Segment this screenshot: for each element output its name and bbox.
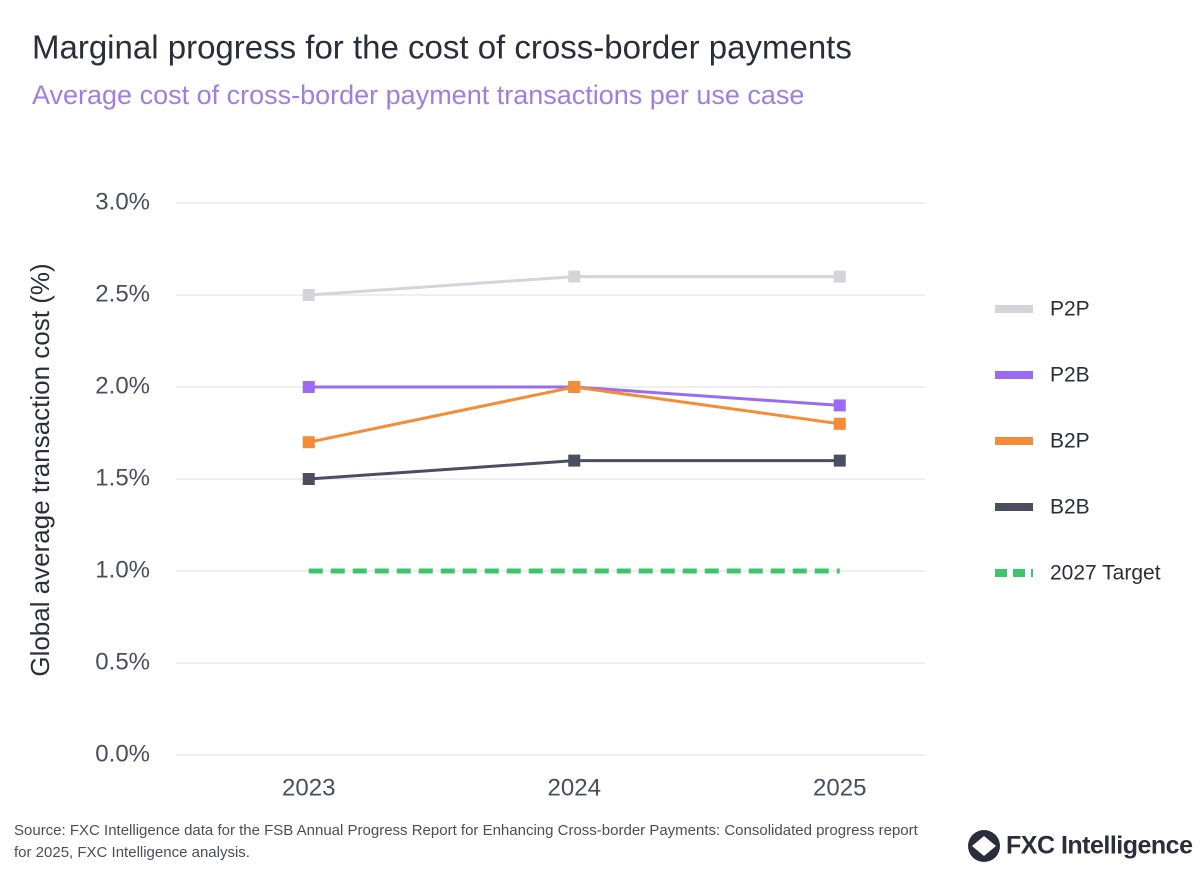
- legend-label: B2B: [1050, 496, 1090, 519]
- legend-label: P2P: [1050, 298, 1090, 321]
- series-line: [308, 385, 840, 444]
- logo: FXC Intelligence: [968, 830, 1194, 862]
- data-point: [302, 436, 315, 449]
- data-point: [833, 417, 846, 430]
- data-point: [568, 381, 581, 393]
- chart-title: Marginal progress for the cost of cross-…: [32, 29, 852, 66]
- data-point: [833, 270, 846, 283]
- y-axis-label: Global average transaction cost (%): [25, 263, 55, 676]
- x-tick-label: 2025: [813, 774, 866, 801]
- source-note: Source: FXC Intelligence data for the FS…: [14, 822, 918, 861]
- y-tick-label: 2.5%: [95, 280, 150, 307]
- x-tick-label: 2024: [548, 774, 601, 801]
- logo-text: FXC Intelligence: [1006, 832, 1193, 860]
- legend-label: B2P: [1050, 430, 1090, 453]
- chart-subtitle: Average cost of cross-border payment tra…: [32, 80, 804, 110]
- y-tick-label: 1.0%: [95, 556, 150, 583]
- y-tick-label: 0.5%: [95, 648, 150, 675]
- y-tick-label: 2.0%: [95, 372, 150, 399]
- legend-label: P2B: [1050, 364, 1090, 387]
- legend-label: 2027 Target: [1050, 562, 1161, 585]
- x-tick-label: 2023: [282, 774, 335, 801]
- data-point: [302, 289, 315, 301]
- logo-icon-mark: [972, 836, 996, 856]
- data-point: [833, 399, 846, 412]
- data-point: [302, 381, 315, 393]
- data-point: [568, 270, 581, 283]
- y-tick-label: 1.5%: [95, 464, 150, 491]
- data-point: [568, 454, 581, 467]
- y-tick-label: 0.0%: [95, 740, 150, 767]
- y-tick-label: 3.0%: [95, 188, 150, 215]
- data-point: [302, 473, 315, 485]
- data-point: [833, 454, 846, 467]
